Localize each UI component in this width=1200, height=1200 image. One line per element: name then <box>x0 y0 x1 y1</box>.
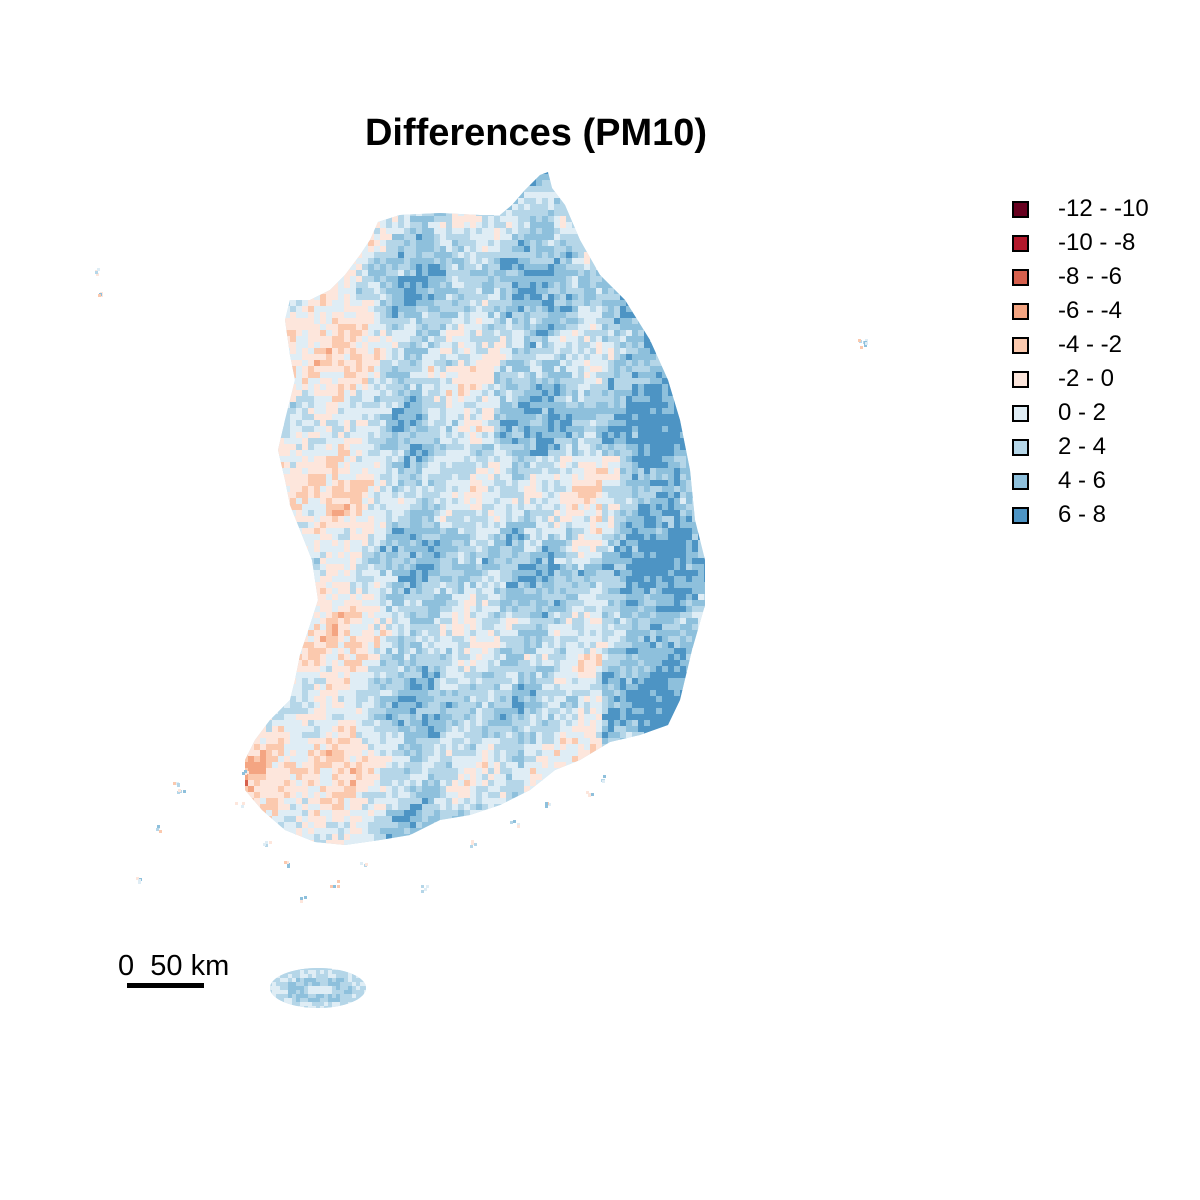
legend-label: 2 - 4 <box>1058 433 1107 460</box>
legend-swatch <box>1012 302 1029 320</box>
legend-item: 6 - 8 <box>1012 498 1149 532</box>
legend-label: -10 - -8 <box>1058 229 1136 256</box>
jeju-raster <box>270 968 366 1008</box>
legend-label: 0 - 2 <box>1058 399 1107 426</box>
legend-label: -2 - 0 <box>1058 365 1115 392</box>
legend-swatch <box>1012 506 1029 524</box>
legend-item: 2 - 4 <box>1012 430 1149 464</box>
scale-label-unit: km <box>190 950 230 982</box>
legend-item: -6 - -4 <box>1012 294 1149 328</box>
islet-raster <box>95 268 868 903</box>
scale-label-start: 0 <box>118 950 135 982</box>
legend-item: 4 - 6 <box>1012 464 1149 498</box>
legend-swatch <box>1012 438 1029 456</box>
legend-swatch <box>1012 336 1029 354</box>
legend-label: -6 - -4 <box>1058 297 1123 324</box>
legend-swatch <box>1012 472 1029 490</box>
scale-label-end: 50 <box>150 950 183 982</box>
legend-item: -4 - -2 <box>1012 328 1149 362</box>
legend-label: 6 - 8 <box>1058 501 1107 528</box>
legend-item: -8 - -6 <box>1012 260 1149 294</box>
legend-swatch <box>1012 234 1029 252</box>
legend: -12 - -10 -10 - -8 -8 - -6 -6 - -4 -4 - -2 -2… <box>1012 192 1149 532</box>
legend-label: -8 - -6 <box>1058 263 1123 290</box>
legend-swatch <box>1012 404 1029 422</box>
mainland-raster <box>245 172 705 845</box>
legend-swatch <box>1012 268 1029 286</box>
legend-item: -10 - -8 <box>1012 226 1149 260</box>
legend-swatch <box>1012 200 1029 218</box>
legend-swatch <box>1012 370 1029 388</box>
legend-label: -12 - -10 <box>1058 195 1149 222</box>
legend-label: 4 - 6 <box>1058 467 1107 494</box>
page-title: Differences (PM10) <box>364 112 708 154</box>
legend-item: -12 - -10 <box>1012 192 1149 226</box>
scale-bar <box>127 983 204 988</box>
legend-item: -2 - 0 <box>1012 362 1149 396</box>
legend-item: 0 - 2 <box>1012 396 1149 430</box>
legend-label: -4 - -2 <box>1058 331 1123 358</box>
scale-label: 0 50 km <box>118 950 229 983</box>
